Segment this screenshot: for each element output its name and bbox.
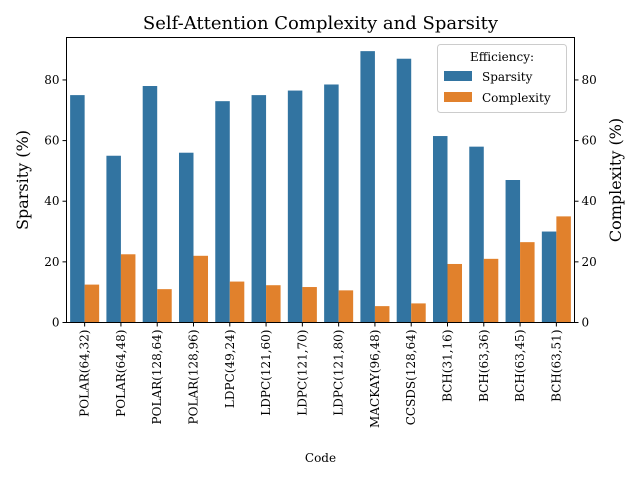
bar-sparsity-mackay-96-48 [360,51,375,323]
x-tick-label: BCH(63,51) [549,330,563,402]
bar-complexity-ldpc-49-24 [229,281,245,323]
bar-sparsity-ldpc-121-60 [251,95,267,323]
bar-complexity-ccsds-128-64 [411,303,426,323]
y-tick-label-left: 40 [44,194,59,208]
x-tick-label: POLAR(128,96) [187,330,201,425]
bar-complexity-bch-63-36 [483,258,499,323]
y-tick-label-right: 60 [582,134,597,148]
bar-sparsity-ldpc-49-24 [215,101,230,323]
legend-label-complexity: Complexity [482,91,551,105]
y-axis-title-left: Sparsity (%) [13,130,32,230]
bar-complexity-polar-128-96 [193,255,209,323]
x-tick-label: BCH(63,36) [477,330,491,402]
bar-sparsity-ldpc-121-80 [324,84,339,323]
bar-sparsity-bch-63-51 [541,231,557,323]
chart-title: Self-Attention Complexity and Sparsity [143,13,499,34]
x-axis-title: Code [305,451,336,465]
plot-frame [66,37,575,323]
bar-complexity-polar-64-32 [84,284,100,323]
bar-complexity-mackay-96-48 [374,306,390,323]
legend-title: Efficiency: [470,50,534,64]
y-tick-label-left: 20 [44,255,59,269]
y-tick-label-right: 80 [582,73,597,87]
bar-complexity-ldpc-121-80 [338,290,354,323]
x-tick-label: LDPC(121,80) [332,330,346,416]
x-tick-label: MACKAY(96,48) [368,330,382,428]
y-tick-label-left: 0 [52,316,60,330]
x-tick-label: LDPC(49,24) [223,330,237,409]
bar-complexity-bch-31-16 [447,263,463,323]
y-tick-label-right: 40 [582,194,597,208]
y-axis-right: 0 20 40 60 80 [574,73,597,330]
legend-swatch-complexity [444,92,472,102]
bar-complexity-polar-128-64 [157,289,172,323]
y-tick-label-left: 80 [44,73,59,87]
bar-complexity-ldpc-121-60 [266,285,281,323]
bar-complexity-bch-63-51 [556,216,571,323]
x-tick-label: CCSDS(128,64) [404,330,418,426]
bar-complexity-polar-64-48 [120,254,136,323]
bar-sparsity-polar-64-32 [70,95,85,323]
y-tick-label-right: 0 [582,316,590,330]
bar-sparsity-bch-31-16 [432,136,448,323]
y-tick-label-left: 60 [44,134,59,148]
x-tick-label: LDPC(121,70) [295,330,309,416]
x-tick-label: POLAR(64,32) [78,330,92,417]
x-tick-label: POLAR(128,64) [150,330,164,425]
bar-complexity-bch-63-45 [520,242,535,323]
bar-sparsity-bch-63-45 [505,180,521,323]
legend-swatch-sparsity [444,71,472,81]
bar-sparsity-ccsds-128-64 [396,58,412,323]
bars-layer [70,51,571,323]
x-tick-label: BCH(63,45) [513,330,527,402]
bar-sparsity-polar-128-64 [142,86,158,323]
bar-sparsity-bch-63-36 [469,146,484,323]
legend-label-sparsity: Sparsity [482,70,533,84]
legend: Efficiency: Sparsity Complexity [437,44,567,113]
x-tick-label: POLAR(64,48) [114,330,128,417]
bar-sparsity-ldpc-121-70 [287,90,303,323]
y-tick-label-right: 20 [582,255,597,269]
bar-sparsity-polar-128-96 [178,152,194,323]
x-tick-label: LDPC(121,60) [259,330,273,416]
x-tick-label: BCH(31,16) [441,330,455,402]
bar-complexity-ldpc-121-70 [302,287,317,323]
bar-sparsity-polar-64-48 [106,155,121,323]
y-axis-left: 0 20 40 60 80 [44,73,67,330]
x-axis: POLAR(64,32) POLAR(64,48) POLAR(128,64) POL… [78,322,563,428]
y-axis-title-right: Complexity (%) [606,118,625,242]
